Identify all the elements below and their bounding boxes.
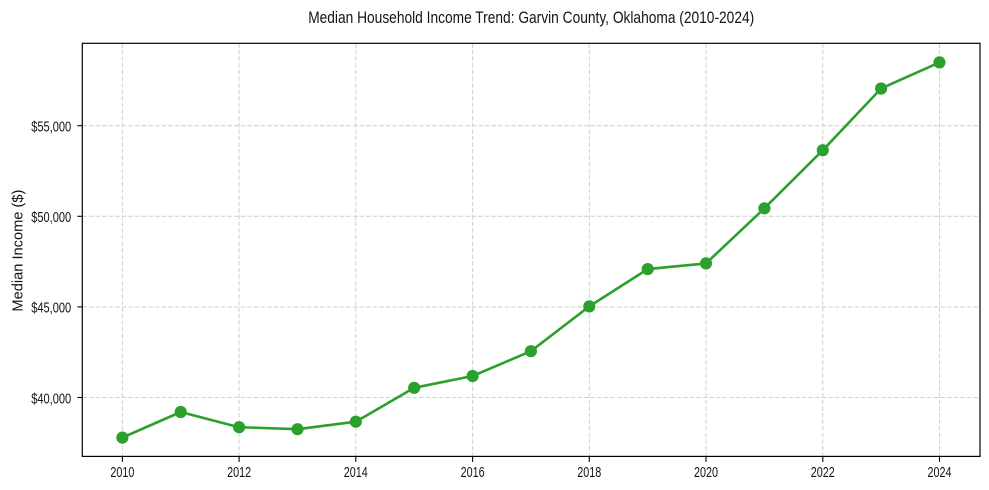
- svg-text:$40,000: $40,000: [31, 391, 71, 407]
- svg-text:$55,000: $55,000: [31, 120, 71, 136]
- svg-text:Median Income ($): Median Income ($): [11, 190, 27, 312]
- svg-text:2014: 2014: [344, 465, 368, 481]
- svg-text:2010: 2010: [110, 465, 134, 481]
- svg-text:$45,000: $45,000: [31, 301, 71, 317]
- svg-text:2024: 2024: [928, 465, 952, 481]
- svg-text:2018: 2018: [577, 465, 601, 481]
- svg-text:Median Household Income Trend:: Median Household Income Trend: Garvin Co…: [308, 8, 754, 27]
- svg-text:$50,000: $50,000: [31, 210, 71, 226]
- svg-text:2016: 2016: [461, 465, 485, 481]
- svg-text:2022: 2022: [811, 465, 835, 481]
- svg-text:2012: 2012: [227, 465, 251, 481]
- svg-text:2020: 2020: [694, 465, 718, 481]
